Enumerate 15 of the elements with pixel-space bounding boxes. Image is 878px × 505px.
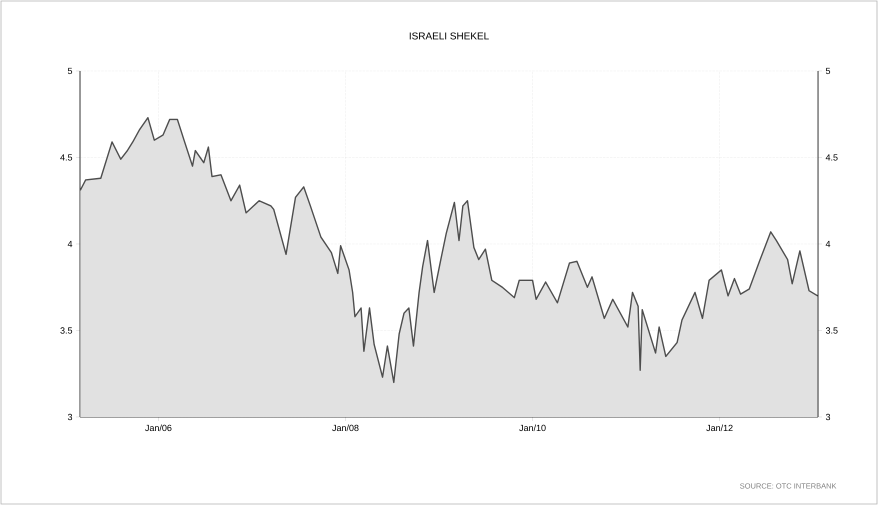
x-tick-label: Jan/12 bbox=[706, 424, 733, 432]
y-tick-label: 5 bbox=[68, 68, 72, 74]
x-tick-label: Jan/06 bbox=[145, 424, 172, 432]
y-tick-label: 3 bbox=[68, 414, 72, 420]
x-tick-label: Jan/08 bbox=[332, 424, 359, 432]
y-tick-label: 4.5 bbox=[60, 154, 72, 161]
x-tick-label: Jan/10 bbox=[519, 424, 546, 432]
chart-title: ISRAELI SHEKEL bbox=[410, 32, 489, 40]
y2-tick-label: 3 bbox=[826, 414, 830, 420]
y-tick-label: 3.5 bbox=[60, 327, 72, 334]
y2-tick-label: 3.5 bbox=[826, 327, 838, 334]
y2-tick-label: 5 bbox=[826, 68, 830, 74]
y-tick-label: 4 bbox=[68, 240, 72, 248]
y2-tick-label: 4 bbox=[826, 240, 830, 248]
y2-tick-label: 4.5 bbox=[826, 154, 838, 161]
